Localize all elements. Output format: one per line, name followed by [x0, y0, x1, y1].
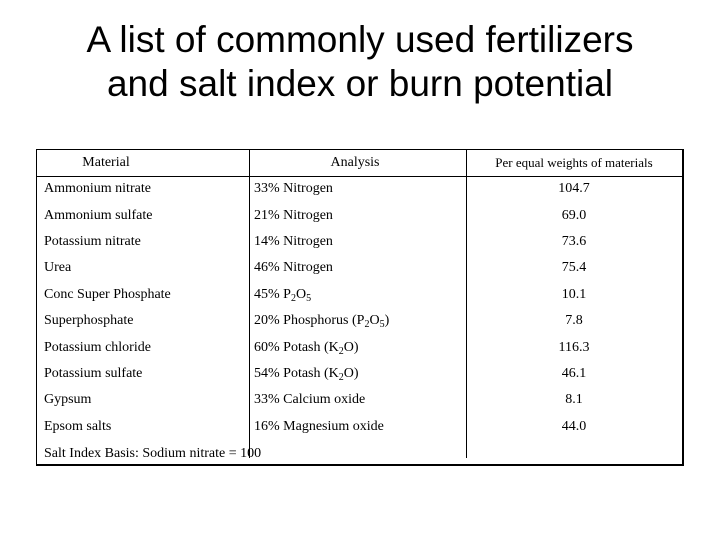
table-row: Urea 46% Nitrogen 75.4 [36, 255, 684, 281]
salt-index-table: Material Analysis Per equal weights of m… [36, 149, 684, 440]
cell-analysis: 45% P2O5 [246, 282, 464, 308]
analysis-text-mid: O) [343, 365, 359, 381]
analysis-subscript: 2 [290, 292, 296, 304]
analysis-text: 45% P [254, 286, 291, 302]
slide-title: A list of commonly used fertilizers and … [0, 18, 720, 106]
cell-material: Ammonium sulfate [44, 207, 153, 223]
cell-material: Ammonium nitrate [44, 181, 151, 197]
cell-analysis: 14% Nitrogen [254, 233, 333, 249]
analysis-text: 60% Potash (K [254, 339, 339, 355]
table-footnote: Salt Index Basis: Sodium nitrate = 100 [44, 446, 262, 461]
header-material: Material [82, 154, 130, 170]
cell-material: Potassium chloride [44, 339, 151, 355]
cell-analysis: 33% Nitrogen [254, 181, 333, 197]
cell-value: 44.0 [561, 418, 587, 434]
table-row: Conc Super Phosphate 45% P2O5 10.1 [36, 282, 684, 308]
cell-material: Conc Super Phosphate [44, 286, 171, 302]
analysis-text: 20% Phosphorus (P [254, 313, 365, 329]
table-row: Potassium nitrate 14% Nitrogen 73.6 [36, 229, 684, 255]
analysis-subscript: 5 [306, 292, 312, 304]
analysis-subscript: 2 [338, 371, 344, 383]
cell-analysis: 60% Potash (K2O) [246, 334, 464, 360]
analysis-text-end: ) [384, 313, 390, 329]
cell-analysis: 16% Magnesium oxide [254, 418, 384, 434]
cell-value: 10.1 [561, 286, 587, 302]
cell-material: Epsom salts [44, 418, 112, 434]
cell-value: 46.1 [561, 365, 587, 381]
cell-material: Superphosphate [44, 313, 134, 329]
cell-value: 73.6 [561, 233, 587, 249]
header-per-equal-weights: Per equal weights of materials [495, 154, 653, 170]
cell-value: 116.3 [558, 339, 590, 355]
cell-material: Potassium sulfate [44, 365, 143, 381]
analysis-text-mid: O [295, 286, 307, 302]
table-row: Gypsum 33% Calcium oxide 8.1 [36, 387, 684, 413]
table-frame [36, 149, 684, 466]
cell-value: 7.8 [565, 313, 583, 329]
title-line-2: and salt index or burn potential [106, 63, 613, 104]
cell-analysis: 20% Phosphorus (P2O5) [246, 308, 464, 334]
table-row: Ammonium sulfate 21% Nitrogen 69.0 [36, 202, 684, 228]
cell-material: Urea [44, 260, 72, 276]
cell-value: 104.7 [558, 181, 590, 197]
analysis-text: 54% Potash (K [254, 365, 339, 381]
cell-analysis: 21% Nitrogen [254, 207, 333, 223]
cell-value: 8.1 [565, 392, 583, 408]
header-divider [36, 176, 684, 177]
analysis-text-mid: O [369, 313, 380, 329]
analysis-text-mid: O) [343, 339, 359, 355]
cell-analysis: 33% Calcium oxide [254, 392, 366, 408]
table-header-row: Material Analysis Per equal weights of m… [36, 149, 684, 176]
table-row: Potassium chloride 60% Potash (K2O) 116.… [36, 334, 684, 360]
table-row: Superphosphate 20% Phosphorus (P2O5) 7.8 [36, 308, 684, 334]
column-divider-1 [249, 149, 250, 458]
analysis-subscript: 2 [364, 319, 370, 331]
table-row: Ammonium nitrate 33% Nitrogen 104.7 [36, 176, 684, 202]
table-row: Potassium sulfate 54% Potash (K2O) 46.1 [36, 361, 684, 387]
header-analysis: Analysis [330, 154, 380, 170]
table-row: Epsom salts 16% Magnesium oxide 44.0 [36, 414, 684, 440]
cell-material: Gypsum [44, 392, 92, 408]
cell-value: 75.4 [561, 260, 587, 276]
column-divider-2 [466, 149, 467, 458]
analysis-subscript: 5 [379, 319, 385, 331]
analysis-subscript: 2 [338, 345, 344, 357]
cell-analysis: 54% Potash (K2O) [246, 361, 464, 387]
cell-analysis: 46% Nitrogen [254, 260, 333, 276]
cell-value: 69.0 [561, 207, 587, 223]
cell-material: Potassium nitrate [44, 233, 141, 249]
title-line-1: A list of commonly used fertilizers [86, 19, 634, 60]
